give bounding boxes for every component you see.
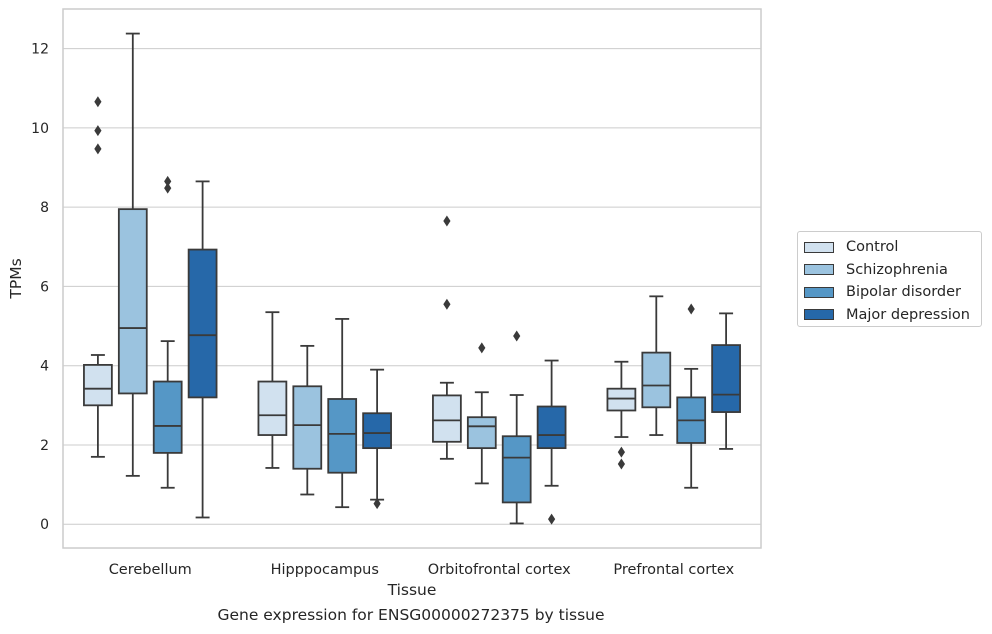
legend-label-schizophrenia: Schizophrenia xyxy=(846,261,948,278)
chart-caption: Gene expression for ENSG00000272375 by t… xyxy=(217,606,605,624)
legend-swatch-schizophrenia xyxy=(804,264,834,276)
box-bipolar-disorder xyxy=(327,398,358,474)
outlier-marker-schizophrenia xyxy=(478,342,486,354)
outlier-marker-bipolar-disorder xyxy=(513,330,521,342)
outlier-marker-control xyxy=(443,215,451,227)
outlier-marker-control xyxy=(617,446,625,458)
legend-item-bipolar-disorder: Bipolar disorder xyxy=(804,281,981,304)
box-control xyxy=(606,387,637,412)
box-major-depression xyxy=(362,412,392,450)
outlier-marker-control xyxy=(94,96,102,108)
box-control xyxy=(83,363,113,407)
legend-swatch-major-depression xyxy=(804,309,834,321)
y-tick-label: 12 xyxy=(31,42,49,58)
legend-swatch-bipolar-disorder xyxy=(804,286,834,298)
legend-label-major-depression: Major depression xyxy=(846,306,970,323)
legend-label-control: Control xyxy=(846,239,899,256)
y-axis-label: TPMs xyxy=(7,258,25,299)
box-bipolar-disorder xyxy=(501,435,532,504)
outlier-marker-control xyxy=(617,458,625,470)
box-control xyxy=(432,394,462,443)
legend-swatch-control xyxy=(804,241,834,253)
box-major-depression xyxy=(187,248,218,399)
legend: Control Schizophrenia Bipolar disorder M… xyxy=(797,231,982,327)
outlier-marker-major-depression xyxy=(548,513,556,525)
outlier-marker-major-depression xyxy=(373,498,381,510)
box-control xyxy=(257,380,288,436)
outlier-marker-bipolar-disorder xyxy=(164,182,172,194)
legend-item-control: Control xyxy=(804,236,981,259)
outlier-marker-control xyxy=(443,298,451,310)
box-major-depression xyxy=(536,405,567,450)
box-schizophrenia xyxy=(466,416,497,450)
y-tick-label: 0 xyxy=(40,517,49,533)
y-tick-label: 4 xyxy=(40,359,49,375)
x-axis-label: Tissue xyxy=(387,581,437,599)
box-major-depression xyxy=(711,344,741,413)
x-tick-label: Cerebellum xyxy=(109,562,192,578)
legend-item-schizophrenia: Schizophrenia xyxy=(804,259,981,282)
y-tick-label: 8 xyxy=(40,200,49,216)
plot-frame xyxy=(62,8,762,549)
outlier-marker-bipolar-disorder xyxy=(687,303,695,315)
box-bipolar-disorder xyxy=(152,380,183,454)
y-tick-label: 6 xyxy=(40,279,49,295)
outlier-marker-bipolar-disorder xyxy=(164,175,172,187)
x-tick-label: Hipppocampus xyxy=(271,562,379,578)
box-schizophrenia xyxy=(641,351,672,409)
legend-label-bipolar-disorder: Bipolar disorder xyxy=(846,284,961,301)
outlier-marker-control xyxy=(94,125,102,137)
y-tick-label: 2 xyxy=(40,438,49,454)
y-tick-label: 10 xyxy=(31,121,49,137)
outlier-marker-control xyxy=(94,143,102,155)
x-tick-label: Orbitofrontal cortex xyxy=(428,562,571,578)
box-schizophrenia xyxy=(117,208,148,395)
x-tick-label: Prefrontal cortex xyxy=(613,562,734,578)
box-schizophrenia xyxy=(292,385,323,470)
legend-item-major-depression: Major depression xyxy=(804,304,981,327)
